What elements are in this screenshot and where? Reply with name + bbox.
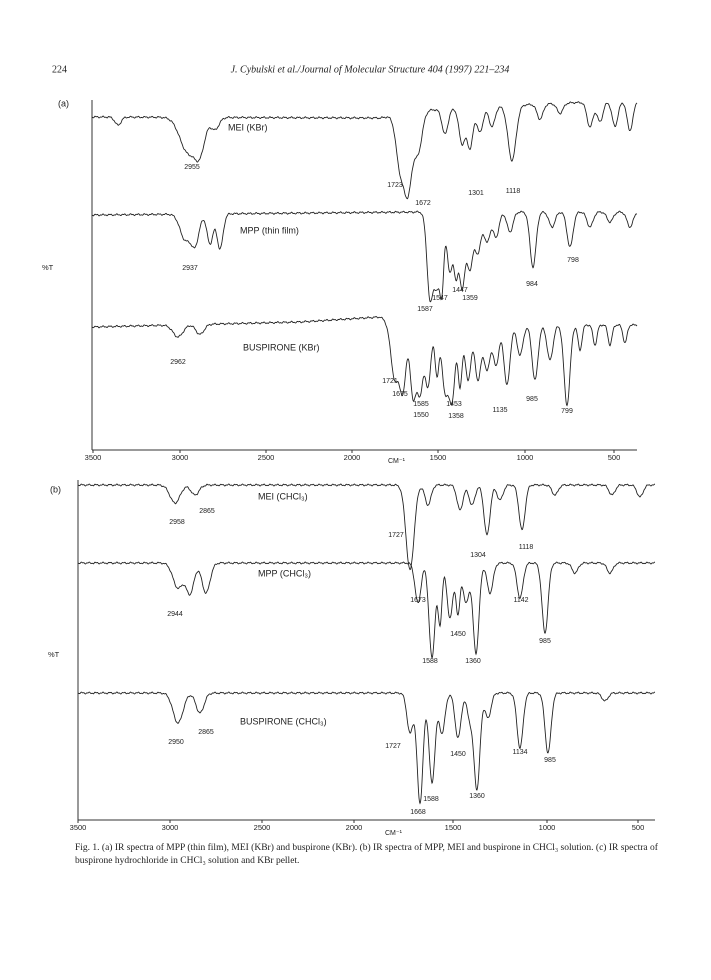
x-tick-label: 3000 — [172, 453, 189, 462]
spectrum-trace — [77, 691, 656, 805]
peak-label: 1585 — [413, 401, 429, 408]
x-tick-label: 500 — [632, 823, 645, 832]
peak-label: 984 — [526, 281, 538, 288]
peak-label: 1723 — [387, 182, 403, 189]
x-tick-label: 2000 — [346, 823, 363, 832]
peak-label: 1134 — [512, 749, 527, 756]
peak-label: 1358 — [448, 413, 464, 420]
peak-label: 1550 — [413, 412, 429, 419]
figure-caption: Fig. 1. (a) IR spectra of MPP (thin film… — [75, 843, 658, 866]
spectrum-trace — [91, 316, 638, 407]
peak-label: 1360 — [469, 793, 485, 800]
peak-label: 2865 — [198, 729, 214, 736]
spectrum-name: BUSPIRONE (CHCl₃) — [240, 716, 327, 726]
panel-label: (a) — [58, 98, 69, 108]
peak-label: 1668 — [410, 809, 426, 816]
x-tick-label: 2500 — [258, 453, 275, 462]
y-axis-label: %T — [48, 650, 60, 659]
peak-label: 1587 — [417, 306, 433, 313]
peak-label: 1588 — [423, 796, 439, 803]
peak-label: 2955 — [184, 164, 200, 171]
peak-label: 1453 — [446, 401, 462, 408]
spectrum-name: BUSPIRONE (KBr) — [243, 342, 320, 352]
peak-label: 1360 — [465, 658, 481, 665]
spectrum-name: MEI (CHCl₃) — [258, 491, 308, 501]
x-tick-label: 3500 — [85, 453, 102, 462]
peak-label: 1547 — [432, 295, 448, 302]
peak-label: 798 — [567, 257, 579, 264]
y-axis-label: %T — [42, 263, 54, 272]
peak-label: 2950 — [168, 739, 184, 746]
peak-label: 1588 — [422, 658, 438, 665]
peak-label: 2865 — [199, 508, 215, 515]
x-tick-label: 500 — [608, 453, 621, 462]
x-tick-label: 1000 — [517, 453, 534, 462]
peak-label: 2944 — [167, 611, 183, 618]
peak-label: 1301 — [468, 190, 484, 197]
peak-label: 1118 — [506, 188, 521, 195]
peak-label: 1304 — [470, 552, 486, 559]
peak-label: 985 — [526, 396, 538, 403]
peak-label: 1450 — [450, 751, 466, 758]
x-axis-label: CM⁻¹ — [385, 830, 403, 837]
peak-label: 985 — [544, 757, 556, 764]
x-tick-label: 1500 — [430, 453, 447, 462]
x-tick-label: 1500 — [445, 823, 462, 832]
x-tick-label: 3000 — [162, 823, 179, 832]
spectrum-name: MPP (CHCl₃) — [258, 568, 311, 578]
running-title: J. Cybulski et al./Journal of Molecular … — [231, 64, 510, 75]
peak-label: 1727 — [388, 532, 404, 539]
spectrum-name: MPP (thin film) — [240, 225, 299, 235]
x-tick-label: 1000 — [539, 823, 556, 832]
peak-label: 1447 — [452, 287, 468, 294]
peak-label: 1721 — [382, 378, 398, 385]
spectrum-name: MEI (KBr) — [228, 122, 268, 132]
spectrum-trace — [77, 561, 656, 660]
peak-label: 985 — [539, 638, 551, 645]
spectrum-trace — [91, 210, 638, 303]
peak-label: 2937 — [182, 265, 198, 272]
x-tick-label: 2000 — [344, 453, 361, 462]
panel-label: (b) — [50, 484, 61, 494]
peak-label: 1359 — [462, 295, 478, 302]
peak-label: 1727 — [385, 743, 401, 750]
peak-label: 2962 — [170, 359, 186, 366]
peak-label: 1450 — [450, 631, 466, 638]
peak-label: 1118 — [519, 544, 534, 551]
peak-label: 1142 — [513, 597, 528, 604]
x-axis-label: CM⁻¹ — [388, 458, 406, 465]
peak-label: 1673 — [410, 597, 426, 604]
page-number: 224 — [52, 64, 67, 75]
x-tick-label: 2500 — [254, 823, 271, 832]
peak-label: 1135 — [492, 407, 507, 414]
peak-label: 2958 — [169, 519, 185, 526]
peak-label: 1672 — [415, 200, 431, 207]
peak-label: 1675 — [392, 391, 408, 398]
spectrum-trace — [77, 483, 656, 571]
x-tick-label: 3500 — [70, 823, 87, 832]
peak-label: 799 — [561, 408, 573, 415]
spectrum-trace — [91, 101, 638, 200]
